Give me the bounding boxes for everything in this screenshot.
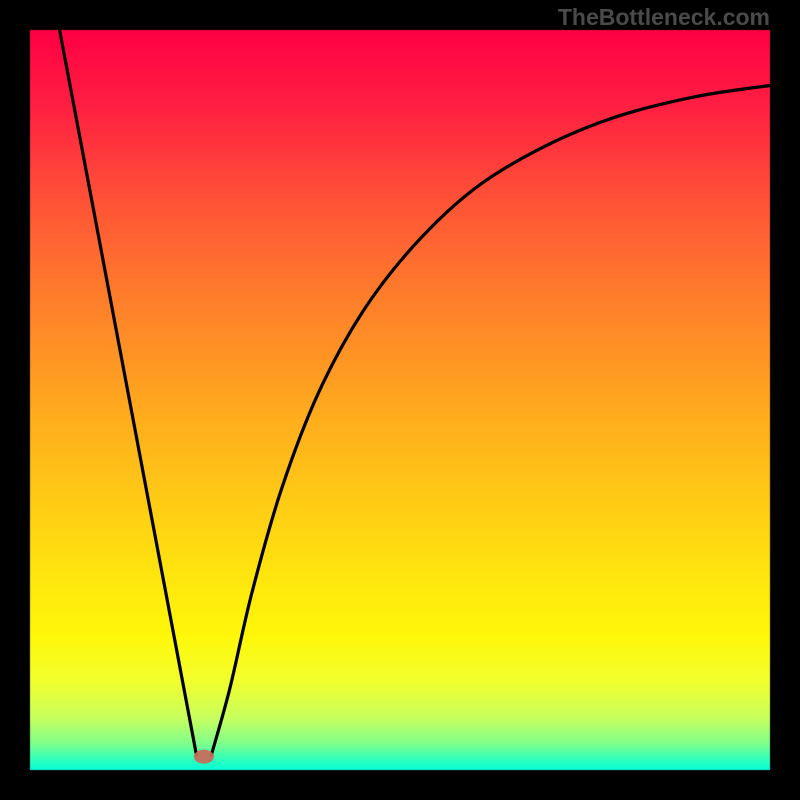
gradient-background bbox=[0, 0, 800, 800]
bottleneck-chart: TheBottleneck.com bbox=[0, 0, 800, 800]
